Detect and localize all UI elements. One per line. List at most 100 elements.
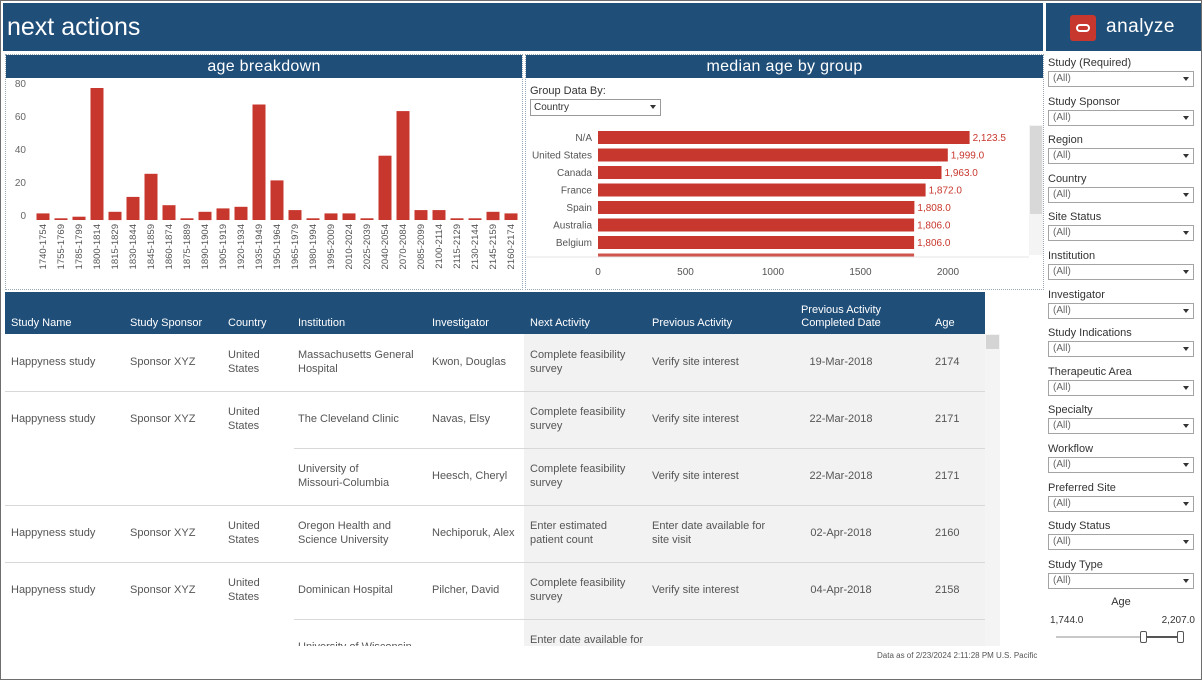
- age-bar[interactable]: [180, 218, 194, 220]
- age-bar[interactable]: [54, 218, 68, 220]
- cell-age: 2174: [935, 356, 960, 368]
- filter-dropdown[interactable]: (All): [1048, 109, 1194, 126]
- scrollbar-thumb[interactable]: [986, 335, 999, 349]
- age-bar[interactable]: [486, 211, 500, 221]
- cell-completed-date: 19-Mar-2018: [809, 356, 873, 368]
- filter-dropdown[interactable]: (All): [1048, 457, 1194, 473]
- chevron-down-icon: [1183, 385, 1189, 390]
- age-bar[interactable]: [126, 196, 140, 220]
- median-bar[interactable]: [598, 183, 926, 197]
- age-bar[interactable]: [162, 205, 176, 220]
- filter-sidebar: Study (Required) (All) Study Sponsor (All) R…: [1046, 55, 1201, 675]
- filter-therapeutic-area: Therapeutic Area (All): [1048, 365, 1196, 396]
- table-row[interactable]: Happyness study Sponsor XYZ United States Or…: [5, 505, 985, 562]
- filter-dropdown[interactable]: (All): [1048, 302, 1194, 319]
- filter-study-status: Study Status (All): [1048, 519, 1196, 551]
- filter-value: (All): [1053, 420, 1071, 432]
- category-label: Spain: [566, 203, 592, 214]
- filter-dropdown[interactable]: (All): [1048, 572, 1194, 589]
- age-filter-min: 1,744.0: [1050, 615, 1084, 626]
- age-bar[interactable]: [36, 213, 50, 220]
- chart-scrollbar-thumb[interactable]: [1030, 126, 1042, 214]
- age-breakdown-chart[interactable]: 0 20 40 60 80 1740-1754 1755-1769 1785-1799 1800…: [6, 79, 522, 289]
- age-bar[interactable]: [342, 213, 356, 220]
- table-row[interactable]: University of Wisconsin... Enter date ava…: [5, 619, 985, 646]
- col-previous-activity[interactable]: Previous Activity: [652, 317, 733, 329]
- median-bar[interactable]: [598, 201, 915, 214]
- age-bar[interactable]: [360, 218, 374, 220]
- median-bar[interactable]: [598, 148, 948, 162]
- filter-dropdown[interactable]: (All): [1048, 264, 1194, 280]
- median-age-chart[interactable]: N/A 2,123.5 United States 1,999.0 Canada 1,96…: [526, 125, 1043, 289]
- filter-dropdown[interactable]: (All): [1048, 379, 1194, 396]
- filter-dropdown[interactable]: (All): [1048, 495, 1194, 512]
- filter-dropdown[interactable]: (All): [1048, 186, 1194, 203]
- age-slider-track[interactable]: [1056, 636, 1184, 638]
- filter-value: (All): [1053, 111, 1071, 123]
- median-bar[interactable]: [598, 166, 942, 179]
- age-bar[interactable]: [324, 213, 338, 220]
- age-slider-min-handle[interactable]: [1140, 631, 1147, 643]
- cell-study-sponsor: Sponsor XYZ: [130, 584, 196, 596]
- age-bar[interactable]: [396, 111, 410, 220]
- filter-dropdown[interactable]: (All): [1048, 534, 1194, 551]
- median-bar[interactable]: [598, 131, 970, 144]
- brand-name: analyze: [1106, 16, 1175, 37]
- cell-previous-activity-line1: Verify site interest: [652, 584, 739, 596]
- cell-next-activity-line1: Complete feasibility: [530, 406, 626, 418]
- filter-dropdown[interactable]: (All): [1048, 225, 1194, 242]
- filter-dropdown[interactable]: (All): [1048, 71, 1194, 87]
- col-prev-completed-date[interactable]: Previous Activity Completed Date: [770, 304, 912, 330]
- col-study-sponsor[interactable]: Study Sponsor: [130, 317, 203, 329]
- row-shade: [524, 619, 985, 646]
- age-bar[interactable]: [108, 211, 122, 221]
- x-tick-label: 2130-2144: [470, 224, 481, 269]
- table-row[interactable]: University of Missouri-Columbia Heesch, Ch…: [5, 448, 985, 505]
- age-slider-max-handle[interactable]: [1177, 631, 1184, 643]
- age-bar[interactable]: [216, 208, 230, 220]
- cell-next-activity-line2: survey: [530, 591, 563, 603]
- age-bar[interactable]: [414, 210, 428, 220]
- filter-value: (All): [1053, 343, 1071, 355]
- table-row[interactable]: Happyness study Sponsor XYZ United States Do…: [5, 562, 985, 619]
- col-country[interactable]: Country: [228, 317, 267, 329]
- y-tick-label: 20: [15, 178, 27, 189]
- filter-dropdown[interactable]: (All): [1048, 341, 1194, 358]
- filter-dropdown[interactable]: (All): [1048, 418, 1194, 435]
- group-by-select[interactable]: Country: [530, 99, 661, 116]
- age-bar[interactable]: [432, 210, 446, 220]
- table-row[interactable]: Happyness study Sponsor XYZ United States Ma…: [5, 334, 985, 391]
- col-study-name[interactable]: Study Name: [11, 317, 72, 329]
- median-bar[interactable]: [598, 218, 915, 232]
- col-institution[interactable]: Institution: [298, 317, 346, 329]
- age-bar[interactable]: [288, 210, 302, 220]
- age-bar[interactable]: [198, 211, 212, 221]
- cell-country-line2: States: [228, 591, 260, 603]
- age-bar[interactable]: [72, 216, 86, 220]
- x-tick-label: 1875-1889: [182, 224, 193, 269]
- value-label: 1,872.0: [929, 186, 963, 197]
- age-bar[interactable]: [504, 213, 518, 220]
- age-bar[interactable]: [450, 218, 464, 220]
- age-bar[interactable]: [306, 218, 320, 220]
- table-scrollbar[interactable]: [985, 334, 1000, 646]
- x-tick-label: 2070-2084: [398, 224, 409, 269]
- chevron-down-icon: [1183, 578, 1189, 583]
- age-bar[interactable]: [252, 104, 266, 221]
- cell-age: 2158: [935, 584, 960, 596]
- median-bar[interactable]: [598, 236, 915, 249]
- col-investigator[interactable]: Investigator: [432, 317, 489, 329]
- age-bar[interactable]: [90, 88, 104, 220]
- x-tick-label: 1995-2009: [326, 224, 337, 269]
- age-bar[interactable]: [468, 218, 482, 220]
- col-next-activity[interactable]: Next Activity: [530, 317, 590, 329]
- title-bar: next actions: [3, 3, 1043, 51]
- age-bar[interactable]: [270, 180, 284, 220]
- chevron-down-icon: [1183, 192, 1189, 197]
- filter-dropdown[interactable]: (All): [1048, 148, 1194, 165]
- age-bar[interactable]: [144, 173, 158, 220]
- age-bar[interactable]: [378, 155, 392, 220]
- col-age[interactable]: Age: [935, 317, 955, 329]
- age-bar[interactable]: [234, 206, 248, 220]
- table-row[interactable]: Happyness study Sponsor XYZ United States Th…: [5, 391, 985, 448]
